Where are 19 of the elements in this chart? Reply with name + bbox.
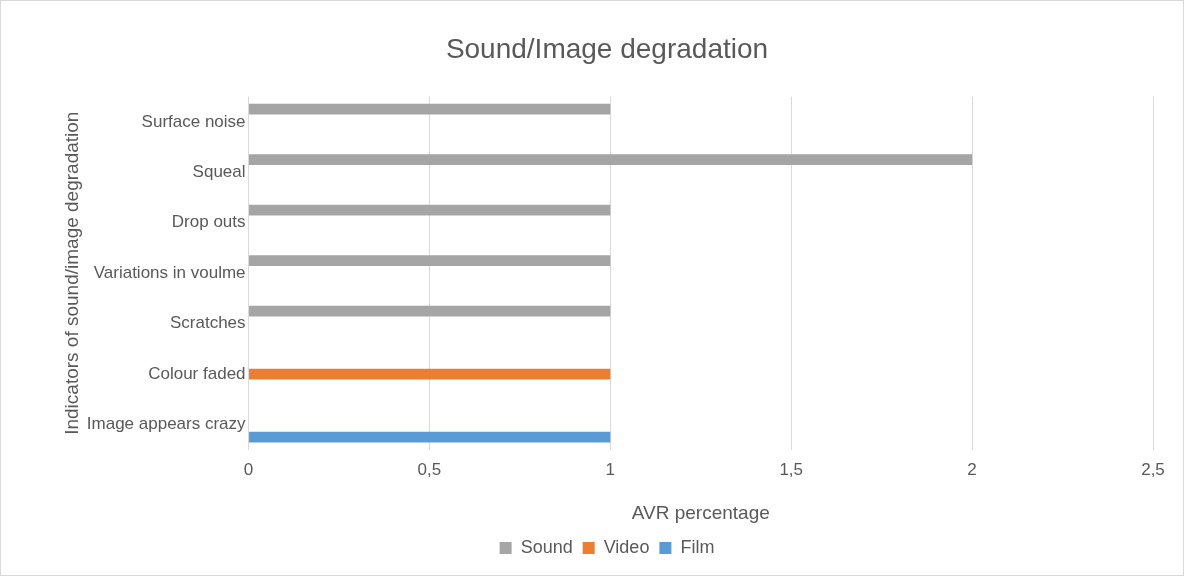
y-tick-label: Colour faded — [148, 363, 246, 383]
y-axis-title: Indicators of sound/image degradation — [60, 111, 82, 435]
y-tick-label: Image appears crazy — [86, 414, 247, 434]
y-tick-label: Variations in voulme — [93, 262, 246, 282]
chart-title: Sound/Image degradation — [445, 32, 769, 64]
x-tick-label: 0,5 — [417, 459, 442, 479]
y-tick-label: Drop outs — [171, 212, 246, 232]
x-tick-label: 0 — [243, 459, 254, 479]
legend-label: Film — [680, 536, 715, 557]
y-tick-label: Scratches — [169, 313, 246, 333]
legend-label: Sound — [520, 536, 573, 557]
y-tick-label: Squeal — [192, 161, 246, 181]
x-tick-label: 2,5 — [1141, 459, 1165, 479]
legend-label: Video — [603, 536, 650, 557]
x-tick-label: 1 — [605, 459, 616, 479]
x-axis-title: AVR percentage — [631, 501, 770, 523]
y-tick-label: Surface noise — [141, 111, 246, 131]
x-tick-label: 1,5 — [779, 459, 804, 479]
x-tick-label: 2 — [967, 459, 977, 479]
